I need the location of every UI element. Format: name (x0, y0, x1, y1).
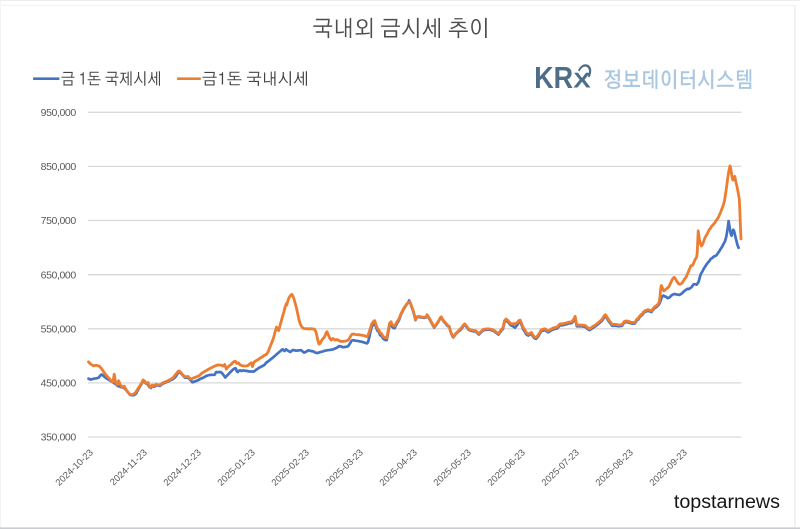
svg-text:350,000: 350,000 (41, 432, 77, 444)
svg-text:550,000: 550,000 (41, 324, 77, 336)
svg-text:750,000: 750,000 (41, 215, 77, 227)
svg-text:850,000: 850,000 (41, 161, 77, 173)
svg-text:650,000: 650,000 (41, 269, 77, 281)
svg-text:450,000: 450,000 (41, 378, 77, 390)
svg-text:topstarnews: topstarnews (674, 491, 780, 513)
svg-text:950,000: 950,000 (41, 107, 77, 119)
